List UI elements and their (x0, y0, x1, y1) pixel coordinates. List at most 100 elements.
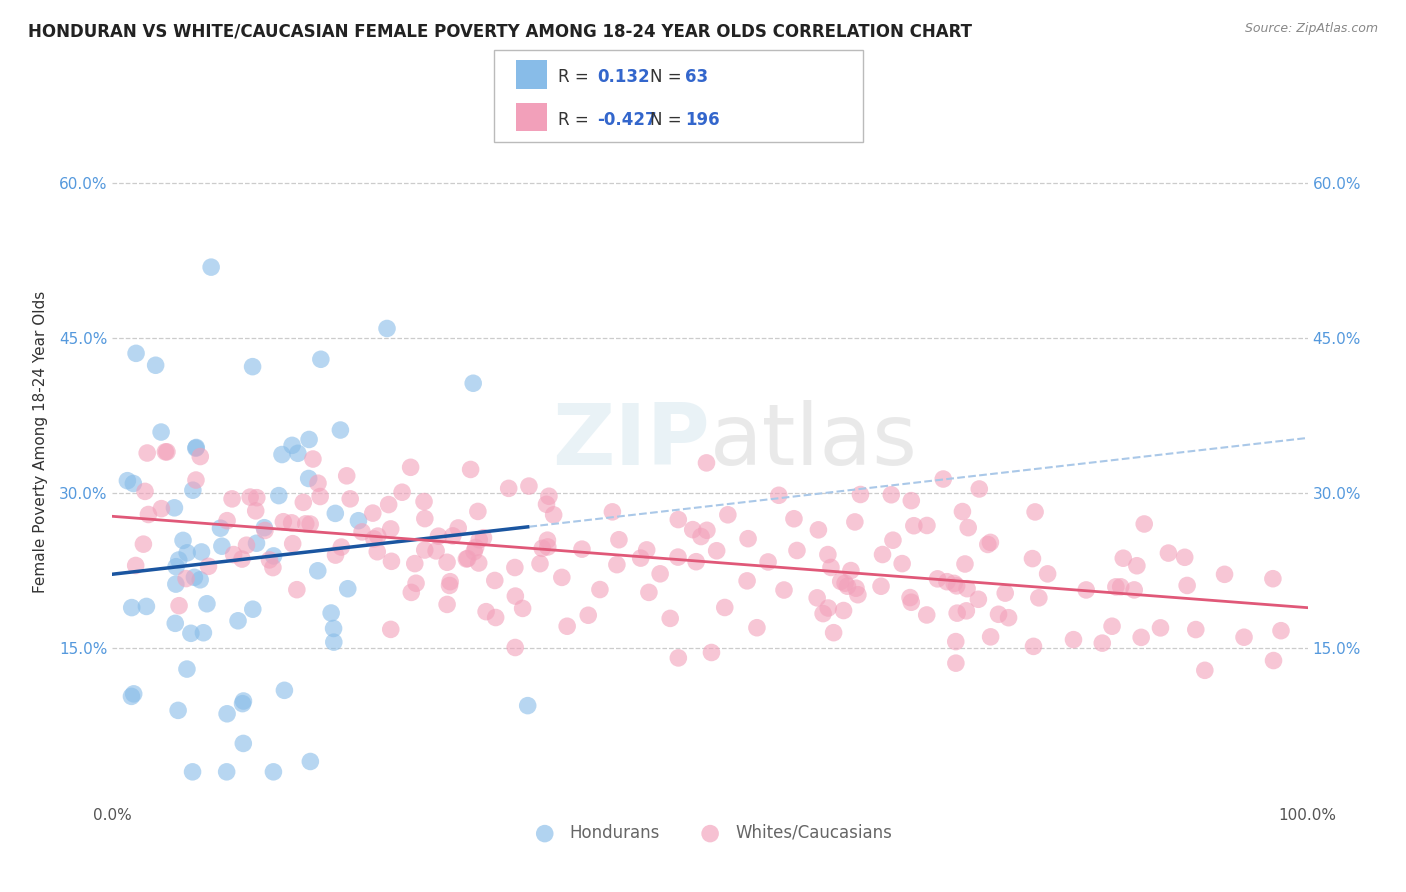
Point (1076, 582, 1098, 597)
Point (467, 504, 489, 518)
Text: HONDURAN VS WHITE/CAUCASIAN FEMALE POVERTY AMONG 18-24 YEAR OLDS CORRELATION CHA: HONDURAN VS WHITE/CAUCASIAN FEMALE POVER… (28, 22, 972, 40)
Point (1022, 640, 1045, 654)
Point (120, 690, 142, 704)
Point (436, 555, 458, 569)
Point (231, 552, 253, 566)
Point (1194, 663, 1216, 677)
Point (347, 514, 370, 528)
Point (330, 540, 353, 554)
Point (589, 582, 612, 597)
Point (181, 483, 204, 498)
Point (882, 533, 904, 548)
Point (636, 542, 658, 557)
Text: atlas: atlas (710, 400, 918, 483)
Point (134, 484, 156, 499)
Point (167, 599, 190, 613)
Point (184, 473, 207, 487)
Point (232, 736, 254, 750)
Text: R =: R = (558, 69, 595, 87)
Point (503, 640, 526, 655)
Point (155, 445, 177, 459)
Point (1101, 619, 1123, 633)
Text: 63: 63 (685, 69, 707, 87)
Point (294, 516, 316, 531)
Point (339, 491, 361, 506)
Point (1157, 546, 1180, 560)
Point (363, 532, 385, 546)
Point (136, 446, 159, 460)
Point (239, 490, 262, 504)
Point (190, 545, 212, 559)
Point (1213, 567, 1236, 582)
Point (281, 537, 304, 551)
Point (551, 570, 574, 584)
Text: R =: R = (558, 111, 595, 128)
Point (235, 538, 257, 552)
Point (211, 539, 233, 553)
Point (516, 698, 538, 713)
Point (336, 468, 359, 483)
Point (987, 607, 1010, 622)
Point (713, 600, 735, 615)
Point (413, 511, 436, 525)
Point (1261, 572, 1284, 586)
Point (292, 495, 315, 509)
Point (967, 482, 990, 496)
Point (737, 532, 759, 546)
Point (298, 433, 321, 447)
Point (322, 635, 344, 649)
Point (845, 581, 868, 595)
Point (427, 529, 450, 543)
Point (460, 462, 482, 476)
Point (943, 576, 966, 591)
Point (945, 634, 967, 648)
Point (979, 535, 1001, 549)
Point (1105, 580, 1128, 594)
Point (447, 521, 470, 535)
Point (307, 476, 329, 491)
Point (245, 536, 267, 550)
Point (280, 516, 302, 530)
Point (150, 501, 173, 516)
Point (717, 508, 740, 522)
Point (215, 764, 238, 779)
Point (125, 346, 148, 360)
Point (200, 260, 222, 274)
Text: N =: N = (650, 111, 686, 128)
Point (946, 606, 969, 620)
Y-axis label: Female Poverty Among 18-24 Year Olds: Female Poverty Among 18-24 Year Olds (32, 291, 48, 592)
Point (413, 494, 436, 508)
Point (932, 472, 955, 486)
Point (870, 579, 893, 593)
Point (405, 576, 427, 591)
Point (167, 553, 190, 567)
Point (367, 529, 389, 543)
Point (380, 623, 402, 637)
Point (844, 515, 866, 529)
Point (690, 530, 713, 544)
Point (485, 610, 508, 624)
Point (806, 591, 828, 605)
Point (217, 514, 239, 528)
Point (475, 605, 498, 619)
Text: 0.132: 0.132 (598, 69, 650, 87)
Point (165, 559, 187, 574)
Point (307, 564, 329, 578)
Point (117, 474, 139, 488)
Point (543, 508, 565, 522)
Point (695, 456, 717, 470)
Point (172, 533, 194, 548)
Point (682, 523, 704, 537)
Point (936, 574, 959, 589)
Point (536, 533, 558, 548)
Point (571, 542, 593, 557)
Point (242, 602, 264, 616)
Point (607, 533, 630, 547)
Point (849, 487, 872, 501)
Point (186, 441, 208, 455)
Point (263, 549, 285, 563)
Point (271, 448, 294, 462)
Point (138, 508, 160, 522)
Point (817, 601, 839, 615)
Text: 196: 196 (685, 111, 720, 128)
